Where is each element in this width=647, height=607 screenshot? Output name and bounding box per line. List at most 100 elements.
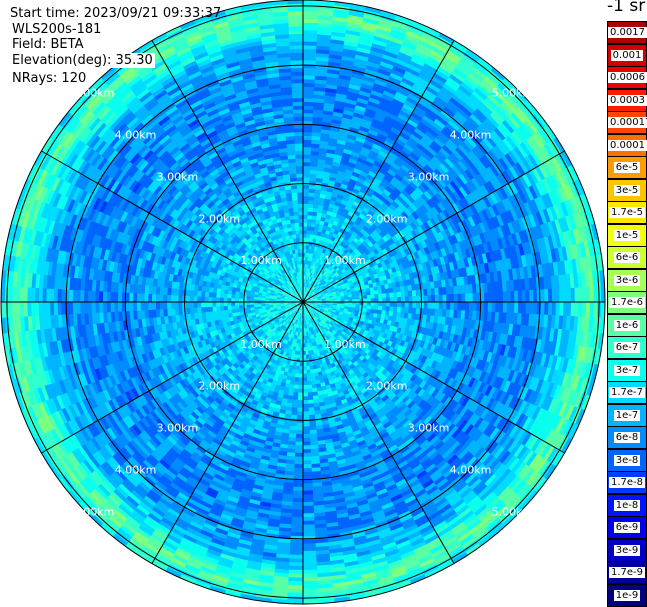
data-cell [306, 291, 309, 296]
data-cell [349, 178, 358, 185]
data-cell [353, 248, 360, 255]
data-cell [347, 90, 360, 98]
data-cell [409, 192, 419, 202]
data-cell [311, 135, 322, 141]
data-cell [392, 21, 410, 32]
data-cell [307, 207, 314, 212]
data-cell [502, 77, 518, 92]
data-cell [401, 128, 413, 138]
data-cell [482, 137, 495, 151]
data-cell [409, 180, 419, 191]
data-cell [399, 202, 408, 212]
data-cell [437, 201, 447, 213]
data-cell [459, 105, 474, 118]
data-cell [392, 65, 407, 75]
data-cell [338, 74, 352, 81]
data-cell [356, 177, 366, 185]
data-cell [405, 140, 418, 150]
data-cell [309, 237, 314, 243]
data-cell [477, 186, 487, 199]
data-cell [355, 180, 364, 188]
data-cell [361, 146, 372, 154]
data-cell [392, 98, 406, 108]
data-cell [303, 78, 316, 84]
data-cell [401, 77, 416, 88]
data-cell [415, 198, 425, 208]
data-cell [404, 186, 414, 196]
data-cell [314, 283, 319, 288]
data-cell [461, 196, 471, 209]
data-cell [369, 166, 380, 175]
data-cell [378, 129, 390, 138]
data-cell [463, 138, 476, 152]
data-cell [389, 179, 399, 188]
data-cell [438, 190, 448, 201]
data-cell [393, 187, 403, 196]
data-cell [380, 97, 394, 106]
data-cell [412, 219, 421, 229]
data-cell [350, 150, 361, 158]
data-cell [371, 203, 380, 212]
data-cell [351, 171, 361, 179]
data-cell [459, 57, 476, 71]
data-cell [342, 51, 357, 59]
data-cell [431, 155, 443, 167]
data-cell [354, 139, 365, 148]
data-cell [303, 37, 318, 42]
data-cell [409, 166, 421, 177]
data-cell [441, 144, 454, 156]
data-cell [348, 157, 358, 165]
data-cell [382, 188, 392, 197]
data-cell [426, 55, 442, 68]
data-cell [422, 133, 435, 145]
data-cell [312, 116, 324, 122]
data-cell [340, 183, 349, 190]
data-cell [457, 107, 471, 121]
data-cell [377, 184, 386, 193]
data-cell [399, 220, 408, 230]
data-cell [361, 24, 378, 33]
data-cell [429, 124, 442, 136]
data-cell [368, 96, 382, 105]
data-cell [305, 286, 308, 292]
data-cell [316, 280, 321, 285]
data-cell [407, 194, 417, 204]
data-cell [453, 67, 469, 80]
data-cell [303, 297, 305, 302]
data-cell [411, 148, 423, 159]
data-cell [309, 288, 313, 293]
data-cell [449, 73, 464, 86]
data-cell [346, 165, 356, 172]
data-cell [452, 113, 466, 126]
data-cell [399, 149, 411, 159]
data-cell [310, 260, 315, 266]
data-cell [307, 222, 312, 227]
data-cell [366, 60, 382, 69]
data-cell [397, 134, 409, 145]
data-cell [346, 201, 354, 208]
data-cell [317, 254, 321, 260]
data-cell [313, 90, 326, 96]
data-cell [451, 165, 463, 177]
data-cell [351, 115, 364, 123]
data-cell [318, 277, 323, 282]
data-cell [396, 223, 405, 232]
data-cell [344, 204, 352, 212]
data-cell [451, 70, 467, 83]
data-cell [406, 183, 416, 193]
data-cell [495, 106, 509, 121]
data-cell [308, 192, 315, 197]
data-cell [303, 184, 310, 189]
data-cell [420, 223, 428, 233]
data-cell [307, 218, 313, 224]
data-cell [407, 136, 420, 147]
data-cell [303, 6, 320, 12]
data-cell [409, 133, 422, 144]
data-cell [303, 139, 313, 144]
data-cell [484, 96, 500, 111]
data-cell [518, 159, 530, 175]
data-cell [310, 280, 314, 286]
data-cell [460, 141, 473, 154]
data-cell [310, 252, 314, 258]
